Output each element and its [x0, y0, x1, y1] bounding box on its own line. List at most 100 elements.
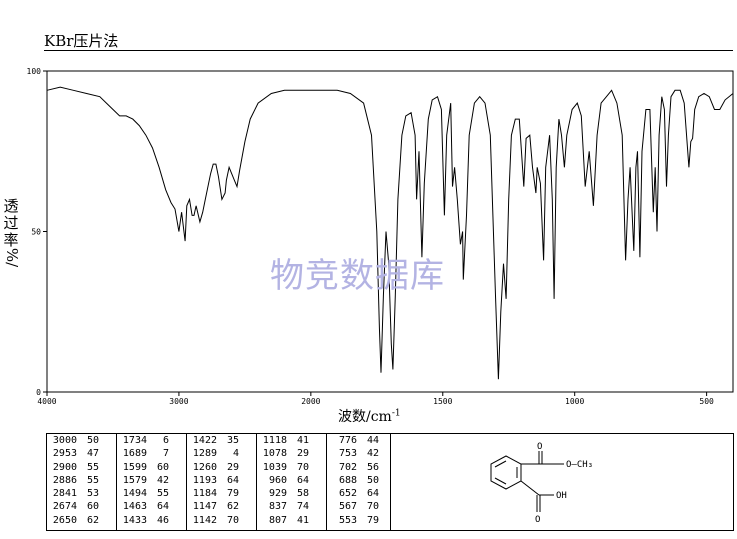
peak-wavenumber: 1260: [192, 461, 217, 473]
watermark: 物竞数据库: [270, 256, 445, 296]
peak-transmittance: 64: [156, 501, 169, 513]
peak-row: 2886 55: [47, 474, 116, 487]
peak-wavenumber: 1579: [122, 474, 147, 486]
peak-row: 553 79: [327, 514, 391, 527]
peak-row: 2650 62: [47, 514, 116, 527]
y-tick-label: 0: [36, 388, 41, 397]
peak-transmittance: 42: [366, 448, 379, 460]
spectrum-series-line: [46, 86, 734, 380]
peak-row: 567 70: [327, 500, 391, 513]
peak-transmittance: 70: [366, 501, 379, 513]
peak-transmittance: 60: [86, 501, 99, 513]
peak-row: 1260 29: [187, 461, 257, 474]
peak-transmittance: 64: [366, 488, 379, 500]
peak-wavenumber: 753: [338, 448, 357, 460]
y-tick-label: 100: [27, 67, 42, 76]
peak-wavenumber: 2953: [52, 448, 77, 460]
peak-row: 1463 64: [117, 500, 187, 513]
peak-transmittance: 44: [366, 435, 379, 446]
peak-row: 776 44: [327, 434, 391, 447]
peak-row: 837 74: [257, 500, 327, 513]
peak-row: 702 56: [327, 461, 391, 474]
peak-wavenumber: 702: [338, 461, 357, 473]
peak-row: 1147 62: [187, 500, 257, 513]
peak-wavenumber: 567: [338, 501, 357, 513]
peak-row: 807 41: [257, 514, 327, 527]
peak-wavenumber: 1289: [192, 448, 217, 460]
peak-wavenumber: 1078: [262, 448, 287, 460]
peak-transmittance: 60: [156, 461, 169, 473]
x-tick-label: 3000: [169, 397, 188, 406]
x-axis-label: 波数/cm-1: [338, 406, 401, 426]
structure-panel: O O—CH₃ OH O: [389, 433, 734, 531]
y-axis-label: 透 过 率 %/: [2, 197, 22, 268]
peak-row: 1193 64: [187, 474, 257, 487]
header-divider: [44, 50, 733, 51]
atom-label-methyl: O—CH₃: [566, 460, 593, 470]
x-tick-label: 500: [699, 397, 714, 406]
peak-row: 1599 60: [117, 461, 187, 474]
peak-row: 1078 29: [257, 447, 327, 460]
x-label-exponent: -1: [391, 408, 401, 419]
x-tick-label: 1500: [433, 397, 452, 406]
peak-wavenumber: 776: [338, 435, 357, 446]
peak-row: 1689 7: [117, 447, 187, 460]
peak-row: 2900 55: [47, 461, 116, 474]
peak-transmittance: 41: [296, 514, 309, 526]
peak-column: 776 44 753 42 702 56 688 50 652 64 567 70 553 79: [326, 434, 391, 530]
peak-transmittance: 50: [86, 435, 99, 446]
acid-bond: [520, 480, 540, 496]
peak-wavenumber: 1142: [192, 514, 217, 526]
peak-wavenumber: 837: [268, 501, 287, 513]
peak-row: 1184 79: [187, 487, 257, 500]
peak-wavenumber: 2900: [52, 461, 77, 473]
peak-wavenumber: 2650: [52, 514, 77, 526]
ring-double-bond: [494, 477, 507, 485]
peak-column: 3000 50 2953 47 2900 55 2886 55 2841 53 2674 60 2650…: [47, 434, 116, 530]
peak-transmittance: 50: [366, 474, 379, 486]
peak-wavenumber: 1147: [192, 501, 217, 513]
y-label-unit: %/: [3, 247, 22, 268]
peak-row: 1142 70: [187, 514, 257, 527]
atom-label-oh: OH: [556, 491, 567, 501]
peak-wavenumber: 1433: [122, 514, 147, 526]
peak-row: 652 64: [327, 487, 391, 500]
peak-wavenumber: 1193: [192, 474, 217, 486]
peak-row: 929 58: [257, 487, 327, 500]
peak-wavenumber: 1689: [122, 448, 147, 460]
peak-row: 1422 35: [187, 434, 257, 447]
x-tick-label: 4000: [37, 397, 56, 406]
molecule-structure-drawing: O O—CH₃ OH O: [490, 442, 593, 525]
peak-transmittance: 29: [296, 448, 309, 460]
peak-wavenumber: 929: [268, 488, 287, 500]
peak-row: 1494 55: [117, 487, 187, 500]
peak-transmittance: 70: [296, 461, 309, 473]
peak-row: 1734 6: [117, 434, 187, 447]
x-label-text: 波数/cm: [338, 409, 392, 425]
peak-transmittance: 64: [226, 474, 239, 486]
peak-wavenumber: 1463: [122, 501, 147, 513]
y-label-char: 过: [3, 214, 19, 232]
plot-frame: [46, 70, 734, 393]
peak-transmittance: 53: [86, 488, 99, 500]
peak-wavenumber: 688: [338, 474, 357, 486]
peak-wavenumber: 2841: [52, 488, 77, 500]
peak-transmittance: 42: [156, 474, 169, 486]
peak-row: 1118 41: [257, 434, 327, 447]
peak-transmittance: 55: [86, 474, 99, 486]
peak-transmittance: 70: [226, 514, 239, 526]
peak-transmittance: 4: [232, 448, 239, 460]
peak-transmittance: 47: [86, 448, 99, 460]
y-tick-label: 50: [31, 228, 41, 237]
peak-wavenumber: 1422: [192, 435, 217, 446]
peak-transmittance: 6: [162, 435, 169, 446]
peak-row: 960 64: [257, 474, 327, 487]
y-label-char: 透: [3, 197, 19, 215]
peak-row: 753 42: [327, 447, 391, 460]
peak-column: 1118 41 1078 29 1039 70 960 64 929 58 837 74 807 41: [256, 434, 327, 530]
peak-column: 1734 6 1689 7 1599 60 1579 42 1494 55 1463 64 1433 46: [116, 434, 187, 530]
peak-transmittance: 62: [226, 501, 239, 513]
peak-wavenumber: 652: [338, 488, 357, 500]
peak-row: 2841 53: [47, 487, 116, 500]
x-tick-label: 2000: [301, 397, 320, 406]
